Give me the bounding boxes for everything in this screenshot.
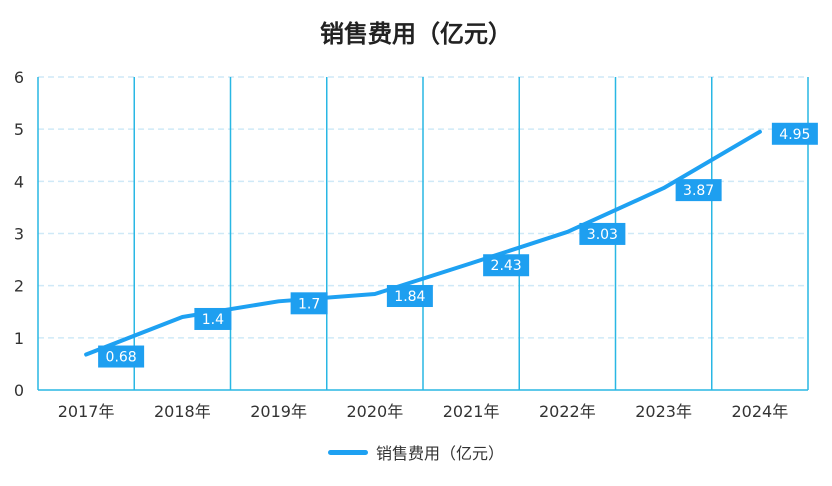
chart-title: 销售费用（亿元） (320, 20, 512, 48)
data-label-box (386, 285, 433, 308)
data-label-text: 1.84 (394, 289, 425, 305)
x-tick-label: 2023年 (635, 402, 692, 421)
y-tick-label: 3 (14, 225, 24, 244)
data-label: 3.03 (579, 222, 626, 245)
y-tick-label: 1 (14, 329, 24, 348)
x-tick-label: 2021年 (443, 402, 500, 421)
data-label-text: 4.95 (779, 127, 810, 143)
data-label: 2.43 (483, 254, 530, 277)
data-label-box (290, 292, 328, 315)
y-tick-label: 6 (14, 68, 24, 87)
x-tick-label: 2020年 (347, 402, 404, 421)
legend-swatch (327, 449, 368, 455)
data-label-box (483, 254, 530, 277)
data-label-box (98, 345, 145, 368)
data-label-box (579, 222, 626, 245)
x-tick-label: 2024年 (732, 402, 789, 421)
legend-label: 销售费用（亿元） (375, 444, 504, 463)
data-label-text: 0.68 (106, 350, 137, 366)
data-label-text: 2.43 (491, 258, 522, 274)
data-label-text: 1.4 (202, 312, 224, 328)
data-label: 1.7 (290, 292, 328, 315)
x-tick-label: 2019年 (250, 402, 307, 421)
legend[interactable]: 销售费用（亿元） (0, 440, 832, 464)
data-label: 1.4 (194, 307, 232, 330)
y-tick-label: 4 (14, 172, 24, 191)
x-tick-label: 2017年 (58, 402, 115, 421)
axis-layer: 0 1 2 3 4 5 6 2017年 2018年 2019年 2020年 2021年 2022年 202… (14, 68, 808, 421)
data-label: 4.95 (771, 122, 818, 145)
data-label-box (194, 307, 232, 330)
data-label-box (771, 122, 818, 145)
data-label: 3.87 (675, 179, 722, 202)
data-label-layer: 0.68 1.4 1.7 1.84 2.43 3.03 3.87 4.95 (98, 122, 818, 368)
x-tick-label: 2022年 (539, 402, 596, 421)
y-tick-label: 5 (14, 120, 24, 139)
data-label-text: 3.03 (587, 227, 618, 243)
y-tick-label: 0 (14, 381, 24, 400)
data-label: 0.68 (98, 345, 145, 368)
y-tick-label: 2 (14, 277, 24, 296)
data-label-box (675, 179, 722, 202)
data-label-text: 1.7 (298, 296, 320, 312)
data-label-text: 3.87 (683, 183, 714, 199)
x-tick-label: 2018年 (154, 402, 211, 421)
grid-layer (37, 76, 809, 390)
data-label: 1.84 (386, 285, 433, 308)
